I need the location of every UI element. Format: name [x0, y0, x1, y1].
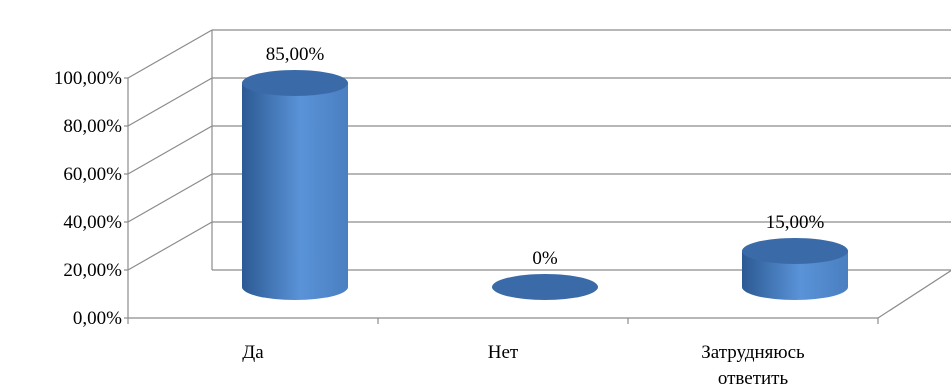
bar-cylinder-top	[742, 238, 848, 264]
data-label: 85,00%	[266, 44, 325, 65]
category-label: Затрудняюсь	[701, 342, 805, 363]
gridline-diagonal	[127, 29, 213, 79]
data-label: 0%	[532, 248, 558, 269]
y-tick-labels: 0,00% 20,00% 40,00% 60,00% 80,00% 100,00%	[54, 68, 122, 329]
axes	[124, 77, 879, 324]
y-tick-label: 100,00%	[54, 68, 122, 89]
gridline-diagonal	[127, 221, 213, 271]
floor-right-edge	[877, 269, 951, 319]
y-tick-label: 60,00%	[63, 164, 122, 185]
y-tick-label: 80,00%	[63, 116, 122, 137]
gridline-diagonal	[127, 173, 213, 223]
bar-cylinder-body	[742, 251, 848, 300]
bar-cylinder-body	[242, 83, 348, 300]
category-labels: Да Нет Затрудняюсь ответить	[242, 342, 805, 389]
data-label: 15,00%	[766, 212, 825, 233]
data-labels: 85,00% 0% 15,00%	[266, 44, 825, 269]
bar-cylinder-top	[492, 274, 598, 300]
gridline-diagonal	[127, 77, 213, 127]
bars	[242, 70, 848, 300]
y-tick-label: 0,00%	[73, 308, 122, 329]
category-label: Нет	[488, 342, 519, 363]
bar-cylinder-top	[242, 70, 348, 96]
y-tick-label: 40,00%	[63, 212, 122, 233]
gridline-diagonal	[127, 125, 213, 175]
category-label: ответить	[718, 368, 789, 389]
y-tick-label: 20,00%	[63, 260, 122, 281]
category-label: Да	[242, 342, 264, 363]
